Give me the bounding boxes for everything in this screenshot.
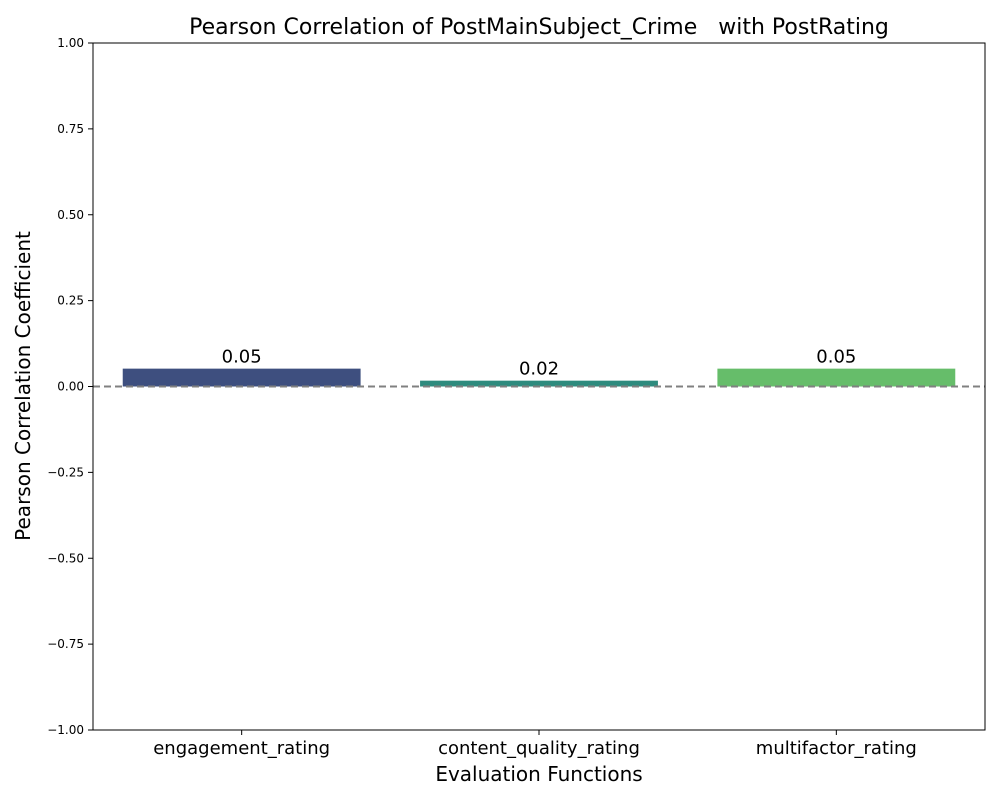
y-axis-label: Pearson Correlation Coefficient: [11, 231, 35, 541]
bar-content_quality_rating: [420, 380, 658, 387]
x-tick-label: multifactor_rating: [756, 738, 917, 759]
bar-multifactor_rating: [717, 368, 956, 387]
chart-title: Pearson Correlation of PostMainSubject_C…: [189, 15, 889, 40]
y-tick-label: −0.50: [47, 551, 84, 565]
y-tick-label: 0.25: [57, 294, 84, 308]
y-tick-label: −0.25: [47, 465, 84, 479]
y-tick-label: −0.75: [47, 637, 84, 651]
y-axis: 1.00 0.75 0.50 0.25 0.00 −0.25 −0.50 −0.75 −1.00: [47, 36, 93, 737]
x-axis-label: Evaluation Functions: [435, 762, 642, 786]
y-tick-label: 1.00: [57, 36, 84, 50]
y-tick-label: 0.75: [57, 122, 84, 136]
y-tick-label: −1.00: [47, 723, 84, 737]
x-tick-label: content_quality_rating: [438, 738, 640, 759]
bar-engagement_rating: [122, 368, 361, 387]
bar-value-label: 0.02: [519, 359, 559, 380]
y-tick-label: 0.00: [57, 380, 84, 394]
x-tick-label: engagement_rating: [153, 738, 330, 759]
bar-value-label: 0.05: [222, 347, 262, 368]
x-axis: engagement_rating content_quality_rating m…: [153, 730, 917, 759]
y-tick-label: 0.50: [57, 208, 84, 222]
bar-value-label: 0.05: [816, 347, 856, 368]
